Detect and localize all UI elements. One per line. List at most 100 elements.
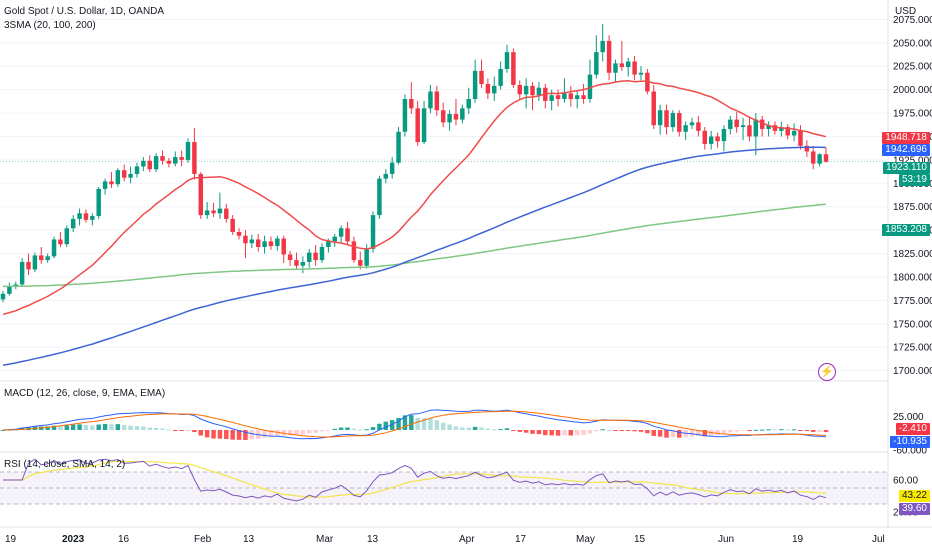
candle-body [485, 84, 491, 94]
macd-histogram-bar [338, 427, 344, 430]
price-tick-label: 2075.000 [893, 15, 932, 26]
macd-histogram-bar [440, 422, 446, 430]
candle-body [740, 125, 746, 128]
candle-body [421, 108, 427, 143]
candle-body [523, 85, 529, 95]
macd-histogram-bar [581, 430, 586, 436]
macd-histogram-bar [364, 429, 369, 431]
x-tick-label: 13 [243, 534, 255, 545]
candle-body [574, 95, 580, 99]
candle-body [492, 85, 497, 94]
macd-histogram-bar [249, 430, 255, 440]
x-tick-label: Apr [459, 534, 475, 545]
macd-histogram-bar [638, 430, 644, 432]
macd-line [2, 409, 827, 440]
candle-body [32, 255, 38, 270]
x-tick-label: 15 [634, 534, 646, 545]
candle-body [689, 122, 695, 126]
candle-body [715, 136, 720, 142]
candle-body [728, 119, 733, 129]
candle-body [217, 208, 223, 214]
candle-body [377, 178, 382, 216]
macd-histogram-bar [121, 424, 127, 430]
macd-histogram-bar [402, 415, 408, 430]
macd-histogram-bar [351, 428, 357, 430]
candle-body [466, 98, 471, 109]
macd-histogram-bar [645, 430, 650, 434]
macd-value-tag: -10.935 [890, 436, 930, 448]
candle-body [19, 261, 25, 285]
candle-body [594, 52, 599, 75]
x-tick-label: Feb [194, 534, 212, 545]
macd-histogram-bar [160, 428, 165, 430]
macd-histogram-bar [523, 430, 529, 433]
candle-body [262, 241, 267, 247]
candle-body [504, 52, 510, 70]
macd-histogram-bar [109, 424, 114, 430]
candle-body [568, 93, 574, 99]
macd-histogram-bar [51, 425, 57, 430]
candle-body [791, 130, 797, 136]
macd-histogram-bar [141, 426, 146, 430]
macd-histogram-bar [173, 430, 178, 431]
macd-histogram-bar [115, 424, 121, 430]
macd-histogram-bar [670, 430, 676, 438]
macd-histogram-bar [504, 428, 510, 430]
candle-body [166, 160, 172, 164]
candle-body [632, 61, 637, 75]
macd-histogram-bar [689, 430, 695, 437]
candle-body [530, 85, 535, 96]
macd-histogram-bar [319, 430, 325, 432]
macd-histogram-bar [370, 427, 376, 430]
candle-body [160, 156, 165, 161]
candle-body [332, 236, 337, 242]
candle-body [396, 131, 401, 163]
candle-body [613, 63, 618, 73]
macd-title: MACD (12, 26, close, 9, EMA, EMA) [4, 388, 166, 399]
macd-histogram-bar [358, 429, 363, 431]
candle-body [817, 154, 822, 164]
macd-histogram-bar [492, 429, 497, 431]
macd-histogram-bar [0, 430, 6, 431]
candle-body [141, 160, 146, 167]
macd-histogram-bar [715, 430, 720, 436]
macd-histogram-bar [300, 430, 306, 435]
x-tick-label: Mar [316, 534, 334, 545]
macd-histogram-bar [275, 430, 280, 436]
lightning-icon[interactable]: ⚡ [818, 363, 836, 381]
macd-histogram-bar [204, 430, 210, 438]
candle-body [440, 110, 446, 123]
macd-histogram-bar [536, 430, 542, 435]
macd-histogram-bar [389, 420, 395, 430]
macd-histogram-bar [606, 429, 612, 431]
candle-body [313, 252, 318, 261]
macd-histogram-bar [772, 429, 778, 431]
candle-body [230, 218, 235, 232]
macd-histogram-bar [466, 427, 471, 430]
candle-body [179, 157, 184, 160]
candle-body [383, 173, 389, 179]
candle-body [664, 110, 669, 128]
x-tick-label: Jul [872, 534, 885, 545]
candle-body [192, 142, 197, 174]
macd-histogram-bar [702, 430, 708, 437]
price-tick-label: 1775.000 [893, 296, 932, 307]
sma200-line [2, 203, 827, 288]
candle-body [255, 239, 261, 247]
candle-body [415, 108, 420, 143]
macd-histogram-bar [511, 430, 516, 431]
macd-histogram-bar [619, 430, 625, 431]
macd-histogram-bar [759, 429, 765, 431]
x-tick-label: May [576, 534, 595, 545]
candle-body [498, 69, 503, 86]
macd-tick-label: -60.000 [893, 446, 927, 457]
macd-histogram-bar [224, 430, 229, 440]
candle-body [823, 154, 829, 162]
macd-histogram-bar [262, 430, 267, 438]
candle-body [696, 122, 701, 131]
candle-body [70, 218, 76, 229]
price-tick-label: 2000.000 [893, 85, 932, 96]
candle-body [389, 162, 395, 174]
